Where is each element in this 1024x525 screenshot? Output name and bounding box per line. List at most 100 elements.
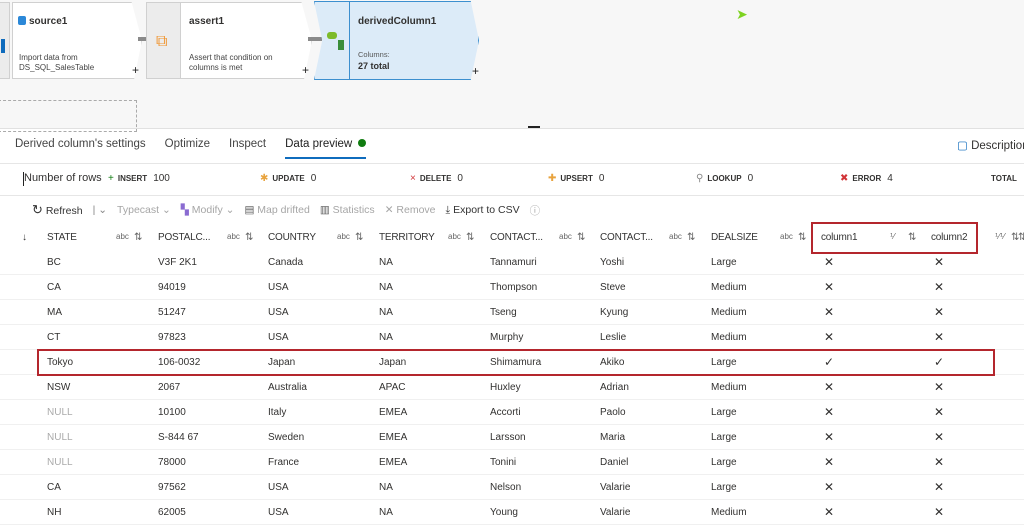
table-row[interactable]: NULL 10100 Italy EMEA Accorti Paolo Large ✕ ✕ — [0, 400, 1024, 425]
sort-icon[interactable]: ⇅ — [687, 232, 696, 243]
table-cell: Akiko — [600, 357, 625, 368]
sort-icon[interactable]: ⇅ — [466, 232, 475, 243]
node-title: derivedColumn1 — [358, 16, 437, 27]
divider — [349, 2, 350, 80]
pipeline-canvas[interactable]: source1 Import data from DS_SQL_SalesTab… — [0, 0, 1024, 132]
table-row[interactable]: CT 97823 USA NA Murphy Leslie Medium ✕ ✕ — [0, 325, 1024, 350]
node-marker-icon — [1, 39, 5, 53]
tab-optimize[interactable]: Optimize — [164, 138, 211, 150]
column-header[interactable]: DEALSIZE — [711, 232, 758, 243]
column-header[interactable]: STATE — [47, 232, 77, 243]
stat-error: ✖ ERROR 4 — [840, 173, 893, 184]
sort-icon[interactable]: ⇅ — [355, 232, 364, 243]
stat-value: 0 — [310, 173, 317, 184]
node-title: assert1 — [189, 16, 225, 27]
table-row[interactable]: CA 97562 USA NA Nelson Valarie Large ✕ ✕ — [0, 475, 1024, 500]
table-cell: Canada — [268, 257, 304, 268]
sort-icon[interactable]: ⇅ — [1011, 232, 1020, 243]
table-cell: Large — [711, 457, 737, 468]
node-assert1[interactable]: assert1 Assert that condition on columns… — [180, 2, 312, 79]
table-cell: Steve — [600, 282, 626, 293]
sort-icon[interactable]: ⇅ — [1018, 232, 1024, 243]
comment-icon: ▢ — [957, 140, 968, 152]
refresh-dropdown[interactable]: | ⌄ — [92, 204, 108, 216]
info-icon[interactable]: ⓘ — [529, 204, 541, 217]
sort-icon[interactable]: ⇅ — [798, 232, 807, 243]
table-cell: NA — [379, 307, 393, 318]
table-row[interactable]: BC V3F 2K1 Canada NA Tannamuri Yoshi Large ✕ ✕ — [0, 250, 1024, 275]
table-cell: ✕ — [824, 455, 835, 469]
column-header[interactable]: COUNTRY — [268, 232, 316, 243]
table-cell: Large — [711, 257, 737, 268]
sort-icon[interactable]: ⇅ — [245, 232, 254, 243]
refresh-button[interactable]: ↻ Refresh — [32, 202, 83, 218]
table-cell: 51247 — [158, 307, 186, 318]
table-cell: ✕ — [934, 505, 945, 519]
table-cell: USA — [268, 282, 289, 293]
table-cell: Medium — [711, 307, 747, 318]
stat-update: ✱ UPDATE 0 — [260, 173, 316, 184]
resize-handle[interactable] — [528, 126, 540, 128]
description-label: Description — [971, 140, 1024, 152]
sort-icon[interactable]: ⇅ — [577, 232, 586, 243]
table-cell: Huxley — [490, 382, 521, 393]
typecast-label: Typecast — [117, 204, 160, 216]
table-cell: EMEA — [379, 407, 408, 418]
sort-arrow-icon[interactable]: ↓ — [22, 232, 27, 243]
tab-data-preview[interactable]: Data preview — [285, 138, 367, 159]
table-cell: EMEA — [379, 457, 408, 468]
sort-icon[interactable]: ⇅ — [134, 232, 143, 243]
add-after-assert1[interactable]: + — [302, 63, 310, 77]
statistics-button[interactable]: ▥ Statistics — [320, 204, 375, 216]
node-source1[interactable]: source1 Import data from DS_SQL_SalesTab… — [12, 2, 142, 79]
remove-button[interactable]: ✕ Remove — [385, 204, 436, 216]
export-csv-button[interactable]: ⤓ Export to CSV — [446, 204, 520, 217]
table-cell: NA — [379, 257, 393, 268]
typecast-button[interactable]: Typecast ⌄ — [117, 204, 171, 216]
table-cell: Tannamuri — [490, 257, 537, 268]
table-row[interactable]: MA 51247 USA NA Tseng Kyung Medium ✕ ✕ — [0, 300, 1024, 325]
text-cursor — [23, 172, 24, 186]
table-cell: Medium — [711, 507, 747, 518]
table-cell: ✓ — [934, 355, 945, 369]
table-row[interactable]: NSW 2067 Australia APAC Huxley Adrian Medium ✕ ✕ — [0, 375, 1024, 400]
statistics-label: Statistics — [332, 204, 375, 216]
modify-button[interactable]: ▚ Modify ⌄ — [180, 204, 235, 216]
table-cell: ✕ — [934, 280, 945, 294]
stat-upsert-icon: ✚ — [548, 173, 557, 184]
table-cell: ✕ — [934, 480, 945, 494]
map-drifted-button[interactable]: ▤ Map drifted — [244, 204, 309, 216]
node-derivedColumn1[interactable]: derivedColumn1 Columns: 27 total — [314, 1, 479, 80]
table-cell: V3F 2K1 — [158, 257, 197, 268]
table-cell: NA — [379, 282, 393, 293]
table-cell: Shimamura — [490, 357, 542, 368]
previous-node-stub[interactable] — [0, 2, 10, 79]
assert-icon-box[interactable]: ⧉ — [146, 2, 182, 79]
table-row[interactable]: NULL S-844 67 Sweden EMEA Larsson Maria Large ✕… — [0, 425, 1024, 450]
type-icon: abc — [669, 232, 682, 241]
table-cell: ✕ — [824, 280, 835, 294]
add-after-derivedColumn1[interactable]: + — [472, 64, 480, 78]
table-row[interactable]: CA 94019 USA NA Thompson Steve Medium ✕ ✕ — [0, 275, 1024, 300]
table-cell: ✕ — [934, 455, 945, 469]
table-row[interactable]: NH 62005 USA NA Young Valarie Medium ✕ ✕ — [0, 500, 1024, 525]
column-header[interactable]: column2 — [931, 232, 968, 243]
add-after-source1[interactable]: + — [132, 63, 140, 77]
table-cell: France — [268, 457, 300, 468]
status-dot-icon — [358, 139, 367, 147]
table-row[interactable]: NULL 78000 France EMEA Tonini Daniel Large ✕ ✕ — [0, 450, 1024, 475]
column-header[interactable]: column1 — [821, 232, 858, 243]
tab-settings[interactable]: Derived column's settings — [15, 138, 146, 150]
derived-column-icon — [327, 32, 337, 39]
column-header[interactable]: CONTACT... — [600, 232, 653, 243]
tab-inspect[interactable]: Inspect — [229, 138, 267, 150]
column-header[interactable]: CONTACT... — [490, 232, 543, 243]
table-cell: ✕ — [824, 305, 835, 319]
table-cell: ✕ — [824, 430, 835, 444]
modify-label: Modify — [191, 204, 223, 216]
description-button[interactable]: ▢ Description — [957, 138, 1024, 152]
column-header[interactable]: POSTALC... — [158, 232, 211, 243]
sort-icon[interactable]: ⇅ — [908, 232, 917, 243]
refresh-icon: ↻ — [32, 202, 43, 217]
column-header[interactable]: TERRITORY — [379, 232, 435, 243]
